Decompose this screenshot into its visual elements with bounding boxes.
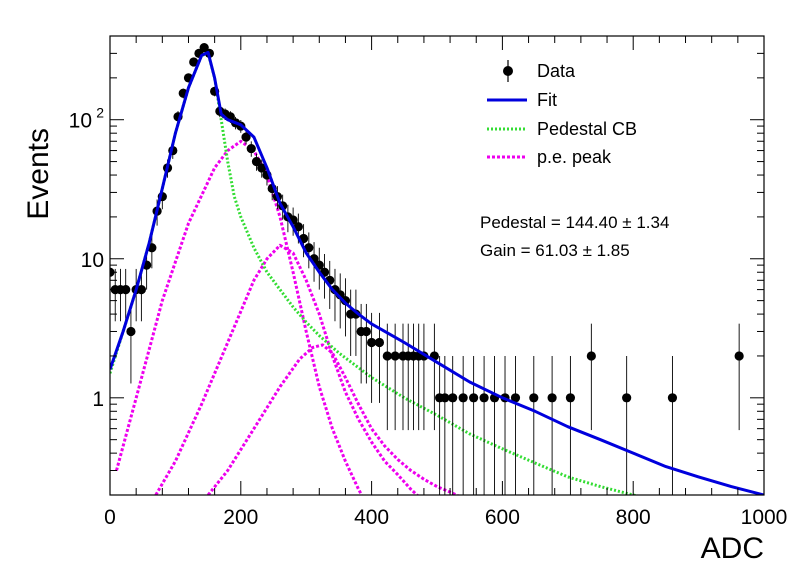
data-point (189, 57, 199, 67)
data-point (382, 351, 392, 361)
data-point (136, 285, 146, 295)
legend: Data Fit Pedestal CB p.e. peak (487, 60, 637, 167)
x-tick-label: 200 (223, 506, 258, 529)
data-point (361, 326, 371, 337)
data-point (293, 222, 303, 232)
data-point (529, 393, 539, 403)
data-point (448, 393, 458, 403)
data-points (110, 43, 744, 495)
stat-gain: Gain = 61.03 ± 1.85 (480, 241, 630, 260)
series-p-e-peak-3 (206, 343, 461, 495)
data-point (734, 351, 744, 361)
x-tick-label: 400 (354, 506, 389, 529)
axis-ticks (109, 35, 765, 496)
data-point (121, 285, 131, 295)
x-tick-labels: 0 200 400 600 800 1000 (104, 506, 787, 529)
x-axis-title: ADC (701, 532, 764, 565)
y-tick-label: 1 (92, 388, 104, 411)
data-point (251, 156, 262, 167)
y-tick-label: 10 (69, 110, 92, 133)
legend-entry-data: Data (503, 60, 576, 82)
data-point (510, 393, 521, 403)
y-tick-label: 10 (81, 249, 104, 272)
x-tick-label: 1000 (741, 506, 788, 529)
stat-pedestal: Pedestal = 144.40 ± 1.34 (480, 213, 669, 232)
data-point (622, 393, 632, 403)
data-point (304, 243, 314, 253)
stat-pedestal-value: 144.40 (566, 213, 618, 232)
stat-pedestal-error: 1.34 (636, 213, 669, 232)
data-point (547, 393, 557, 403)
data-point (257, 163, 267, 173)
legend-label-fit: Fit (537, 90, 557, 110)
stat-gain-name: Gain (480, 241, 516, 260)
series-p-e-peak-2 (154, 243, 420, 495)
fit-stats: Pedestal = 144.40 ± 1.34 Gain = 61.03 ± … (480, 213, 669, 260)
legend-label-pe: p.e. peak (537, 147, 612, 167)
x-tick-label: 0 (104, 506, 116, 529)
data-point (667, 393, 678, 403)
data-point (565, 393, 576, 403)
data-point (390, 351, 400, 361)
legend-entry-pe: p.e. peak (487, 147, 612, 167)
data-point (458, 393, 468, 403)
data-point (340, 296, 351, 306)
series-fit (110, 50, 764, 495)
data-point (440, 393, 450, 403)
legend-data-marker (503, 66, 513, 76)
stat-gain-value: 61.03 (535, 241, 578, 260)
legend-entry-pedestal: Pedestal CB (487, 119, 637, 139)
data-point (586, 351, 596, 361)
data-point (367, 337, 377, 348)
legend-entry-fit: Fit (487, 90, 557, 110)
data-point (479, 393, 489, 403)
data-point (374, 337, 385, 348)
x-tick-label: 600 (485, 506, 520, 529)
stat-gain-error: 1.85 (597, 241, 630, 260)
x-tick-label: 800 (616, 506, 651, 529)
y-axis-title: Events (22, 128, 55, 220)
data-point (126, 326, 136, 337)
data-point (246, 143, 256, 154)
y-tick-exponent: 2 (96, 105, 104, 121)
legend-label-data: Data (537, 61, 576, 81)
legend-label-pedestal: Pedestal CB (537, 119, 637, 139)
data-point (469, 393, 479, 403)
stat-pedestal-name: Pedestal (480, 213, 546, 232)
data-point (241, 132, 251, 142)
